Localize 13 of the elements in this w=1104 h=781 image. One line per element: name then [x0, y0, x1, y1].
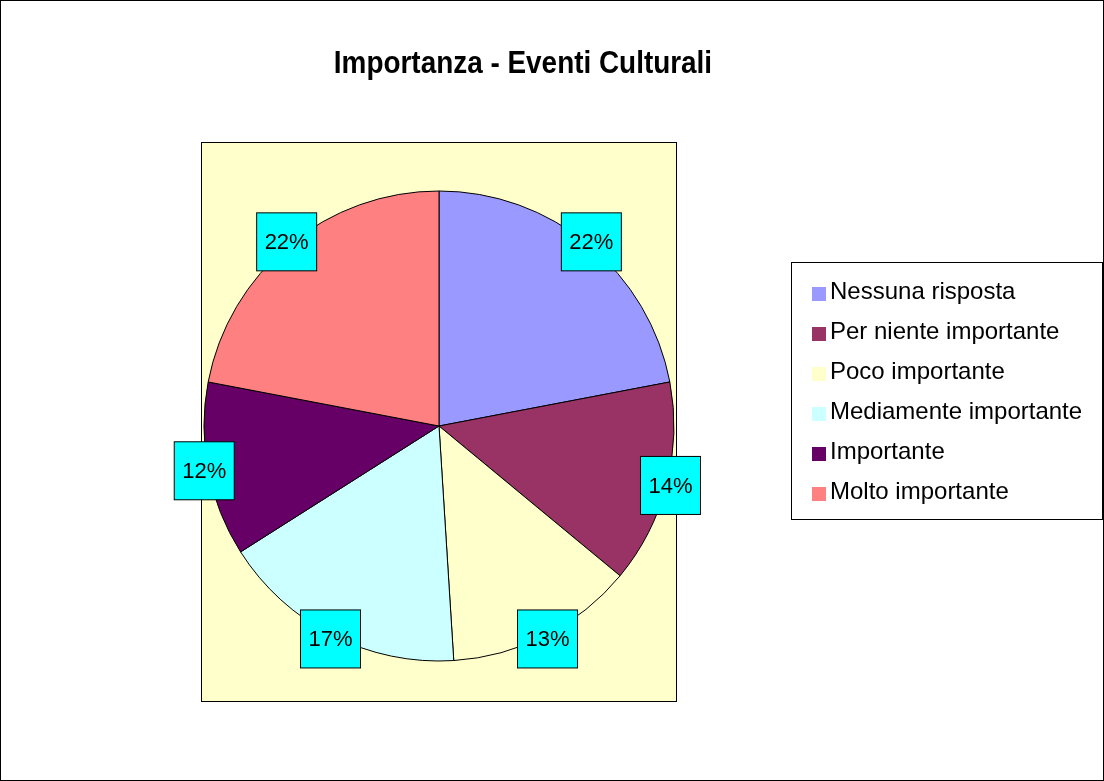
legend-label: Molto importante [830, 476, 1009, 504]
legend-label: Nessuna risposta [830, 276, 1016, 304]
data-label: 22% [264, 229, 309, 255]
data-label: 13% [525, 626, 570, 652]
data-label: 22% [569, 229, 614, 255]
data-label: 14% [648, 472, 693, 498]
legend-label: Poco importante [830, 356, 1005, 384]
legend-label: Mediamente importante [830, 396, 1083, 424]
chart-title: Importanza - Eventi Culturali [332, 45, 714, 81]
legend-label: Importante [830, 436, 945, 464]
legend-label: Per niente importante [830, 316, 1060, 344]
data-label: 17% [308, 626, 353, 652]
data-label: 12% [182, 458, 227, 484]
